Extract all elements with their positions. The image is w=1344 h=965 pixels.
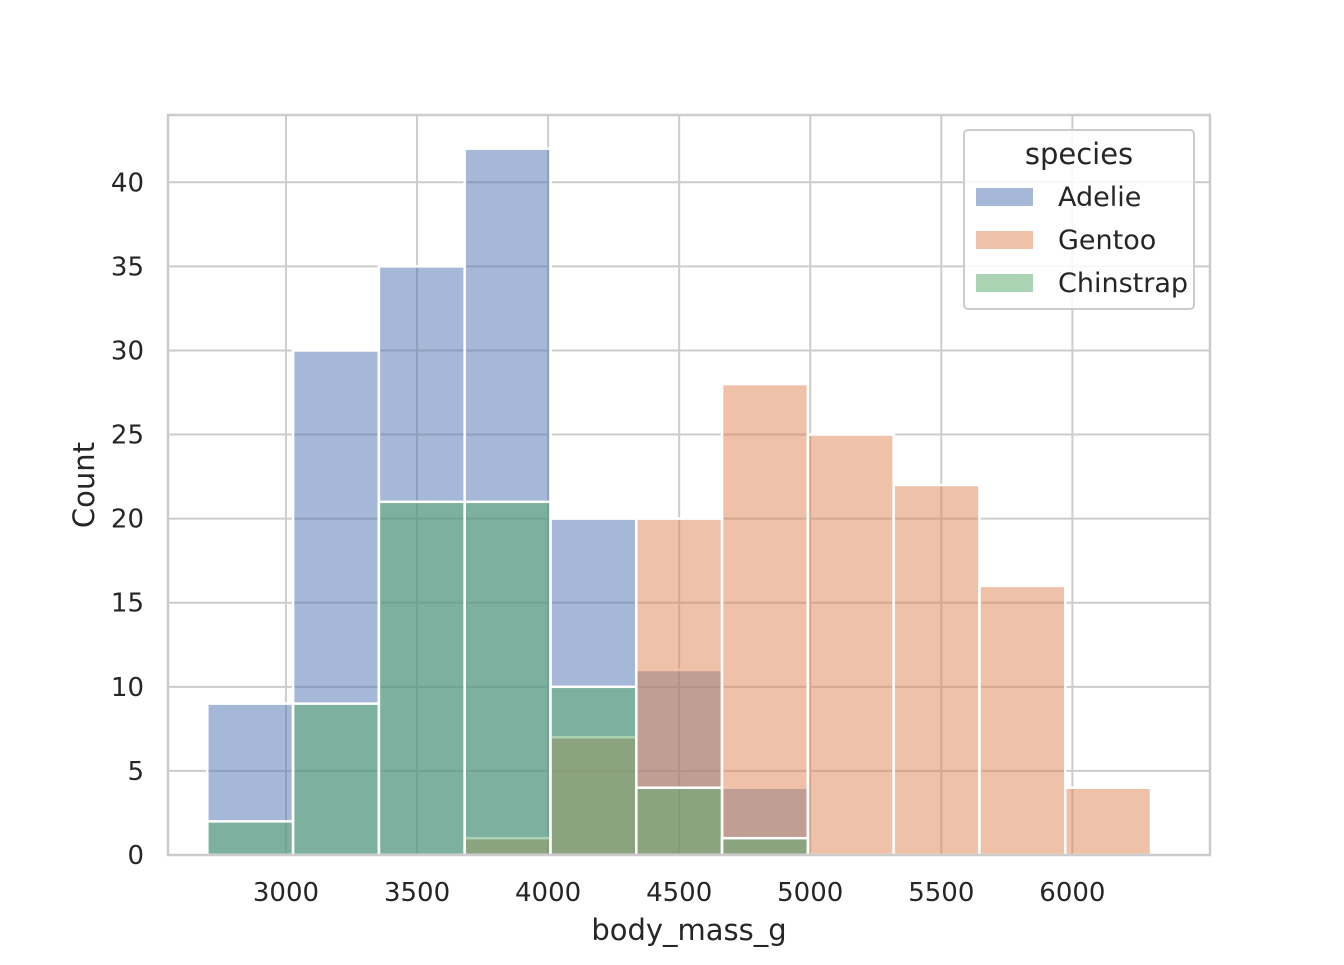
bar-chinstrap xyxy=(720,836,810,857)
x-tick-label: 3500 xyxy=(384,878,450,908)
x-tick-label: 4500 xyxy=(646,878,712,908)
x-tick-label: 6000 xyxy=(1039,878,1105,908)
y-axis-label: Count xyxy=(67,442,101,528)
bar-gentoo xyxy=(806,433,895,857)
y-tick-label: 10 xyxy=(111,673,144,703)
legend-label-adelie: Adelie xyxy=(1058,182,1141,213)
bar-chinstrap xyxy=(549,685,638,857)
x-tick-label: 4000 xyxy=(515,878,581,908)
legend-swatch-adelie xyxy=(976,188,1033,206)
legend-swatch-chinstrap xyxy=(976,274,1033,292)
x-tick-label: 5000 xyxy=(777,878,843,908)
bar-chinstrap xyxy=(635,786,724,857)
y-tick-label: 15 xyxy=(111,589,144,619)
bar-chinstrap xyxy=(463,500,552,857)
bar-gentoo xyxy=(892,483,981,857)
legend-items: Adelie Gentoo Chinstrap xyxy=(976,182,1188,299)
legend-title: species xyxy=(1025,137,1133,171)
bar-chinstrap xyxy=(206,820,295,857)
x-tick-label: 3000 xyxy=(253,878,319,908)
y-tick-label: 0 xyxy=(127,841,144,871)
legend-swatch-gentoo xyxy=(976,231,1033,249)
tick-labels: 3000 3500 4000 4500 5000 5500 6000 0 5 10 15 20 25 30… xyxy=(111,168,1106,908)
bar-gentoo xyxy=(720,382,810,857)
y-tick-label: 25 xyxy=(111,421,144,451)
y-tick-label: 20 xyxy=(111,505,144,535)
bar-gentoo xyxy=(1063,786,1153,857)
y-tick-label: 40 xyxy=(111,168,144,198)
bar-chinstrap xyxy=(291,702,381,857)
axes-frame xyxy=(166,113,1212,857)
legend-box xyxy=(963,129,1195,310)
y-tick-label: 35 xyxy=(111,252,144,282)
axes-spines xyxy=(166,113,1212,857)
legend-label-chinstrap: Chinstrap xyxy=(1058,268,1188,299)
legend-label-gentoo: Gentoo xyxy=(1058,225,1156,256)
histogram-bars xyxy=(206,147,1153,857)
y-tick-label: 5 xyxy=(127,757,144,787)
bar-gentoo xyxy=(978,584,1067,857)
bar-chinstrap xyxy=(377,500,466,857)
legend: species Adelie Gentoo Chinstrap xyxy=(963,129,1195,310)
y-tick-label: 30 xyxy=(111,336,144,366)
x-axis-label: body_mass_g xyxy=(591,913,786,947)
x-tick-label: 5500 xyxy=(908,878,974,908)
